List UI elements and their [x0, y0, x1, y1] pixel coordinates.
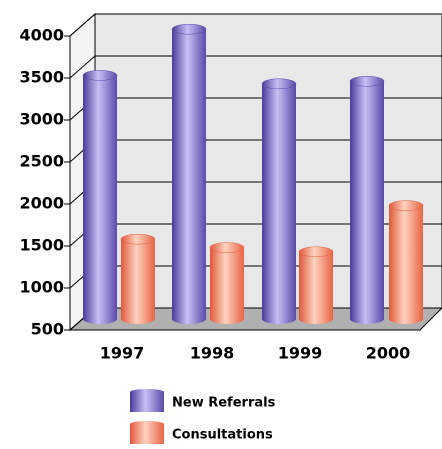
- bar-body: [172, 29, 206, 324]
- legend-label: Consultations: [172, 428, 273, 443]
- y-tick-label: 4000: [19, 26, 64, 45]
- bar: [349, 76, 385, 324]
- y-tick-label: 1500: [19, 236, 64, 255]
- bar-top: [82, 70, 118, 81]
- bar: [209, 242, 245, 324]
- bar-top: [349, 76, 385, 87]
- y-tick-label: 2000: [19, 194, 64, 213]
- y-tick-label: 2500: [19, 152, 64, 171]
- legend-label: New Referrals: [172, 396, 276, 411]
- bar: [82, 70, 118, 325]
- y-tick-label: 3500: [19, 68, 64, 87]
- bar-body: [83, 75, 117, 325]
- bar-top: [298, 246, 334, 258]
- bar-body: [350, 81, 384, 324]
- bar-top: [209, 242, 245, 253]
- bar-body: [121, 239, 155, 324]
- x-tick-label: 1999: [278, 344, 323, 363]
- bar: [120, 233, 156, 324]
- bar: [261, 78, 297, 324]
- bar-body: [299, 251, 333, 324]
- x-tick-label: 1998: [190, 344, 235, 363]
- bar: [171, 23, 207, 324]
- bar-body: [210, 247, 244, 324]
- grid-line: [69, 13, 442, 37]
- bar: [388, 200, 424, 324]
- y-tick-label: 500: [31, 320, 64, 339]
- legend-item: New Referrals: [130, 389, 276, 412]
- legend-swatch: [130, 392, 164, 412]
- legend-swatch-top: [130, 389, 164, 395]
- bar-body: [262, 83, 296, 324]
- bar-top: [261, 78, 297, 90]
- grid-line: [69, 55, 442, 79]
- x-tick-label: 2000: [366, 344, 411, 363]
- bar-top: [388, 200, 424, 211]
- bar-top: [171, 23, 207, 35]
- legend-swatch: [130, 424, 164, 444]
- y-tick-label: 1000: [19, 278, 64, 297]
- bar-body: [389, 205, 423, 324]
- legend-swatch-top: [130, 421, 164, 427]
- x-tick-label: 1997: [100, 344, 145, 363]
- y-tick-label: 3000: [19, 110, 64, 129]
- bar: [298, 246, 334, 324]
- bar-top: [120, 233, 156, 245]
- legend-item: Consultations: [130, 421, 273, 444]
